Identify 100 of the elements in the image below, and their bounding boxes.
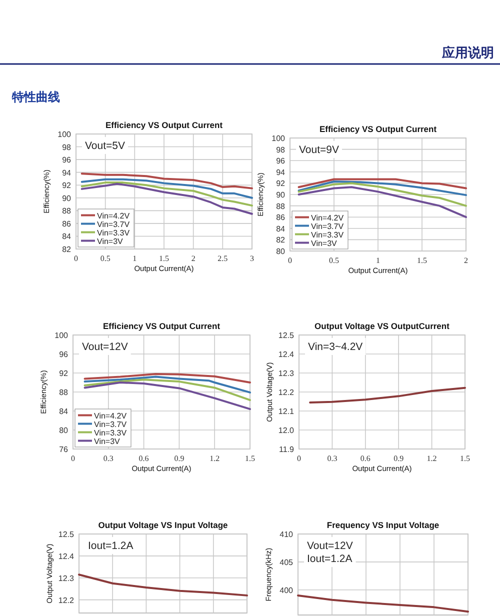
annotation: Vout=12V — [82, 341, 128, 353]
y-tick-label: 98 — [62, 142, 72, 152]
x-tick-label: 3 — [250, 254, 254, 263]
line-series — [78, 574, 248, 596]
x-tick-label: 1.5 — [159, 254, 169, 263]
x-tick-label: 1 — [132, 254, 137, 263]
legend-label: Vin=3V — [94, 436, 121, 446]
line-series — [309, 386, 466, 404]
x-tick-label: 0.3 — [103, 454, 114, 463]
y-tick-label: 84 — [62, 232, 72, 242]
text: 应用说明 — [441, 45, 494, 60]
y-tick-label: 82 — [62, 245, 72, 254]
y-tick-label: 88 — [59, 388, 69, 397]
y-tick-label: 96 — [59, 350, 69, 359]
line-series — [80, 182, 253, 207]
legend-label: Vin=3V — [97, 236, 124, 246]
y-tick-label: 76 — [59, 445, 69, 454]
x-tick-label: 2 — [464, 256, 468, 265]
y-tick-label: 86 — [276, 213, 286, 222]
y-tick-label: 92 — [276, 179, 286, 188]
x-tick-label: 0.3 — [327, 454, 338, 463]
x-tick-label: 0.9 — [394, 454, 404, 463]
legend-label: Vin=3.7V — [94, 420, 128, 429]
y-tick-label: 80 — [276, 247, 286, 256]
chart-title: Efficiency VS Output Current — [319, 124, 437, 134]
legend-label: Vin=3.3V — [97, 228, 130, 238]
x-tick-label: 0.5 — [329, 256, 339, 265]
line-series — [297, 594, 469, 613]
y-tick-label: 94 — [276, 168, 286, 177]
y-tick-label: 12.1 — [278, 407, 295, 416]
x-tick-label: 0.6 — [360, 454, 370, 463]
y-tick-label: 88 — [62, 206, 72, 216]
line-series — [298, 186, 467, 218]
chart-title: Output Voltage VS OutputCurrent — [314, 321, 450, 331]
y-tick-label: 80 — [59, 426, 69, 435]
line-series — [298, 182, 467, 207]
y-tick-label: 410 — [280, 530, 294, 539]
annotation: Vin=3~4.2V — [308, 341, 363, 353]
y-tick-label: 12.3 — [278, 369, 295, 378]
y-tick-label: 100 — [54, 331, 69, 340]
annotation: Vout=5V — [85, 140, 125, 152]
y-tick-label: 84 — [276, 224, 286, 234]
y-tick-label: 86 — [62, 219, 72, 228]
chart-title: Efficiency VS Output Current — [105, 120, 223, 130]
x-tick-label: 1.2 — [426, 454, 437, 463]
line-series — [84, 378, 251, 402]
y-tick-label: 94 — [62, 168, 72, 178]
y-tick-label: 92 — [62, 181, 72, 190]
y-tick-label: 12.0 — [278, 426, 295, 435]
x-tick-label: 1.5 — [460, 454, 470, 463]
chart-title: Output Voltage VS Input Voltage — [98, 520, 228, 530]
legend-label: Vin=4.2V — [97, 211, 130, 220]
x-tick-label: 1 — [376, 256, 380, 265]
legend-label: Vin=4.2V — [94, 411, 128, 420]
y-tick-label: 12.2 — [278, 388, 295, 397]
y-tick-label: 400 — [280, 586, 294, 595]
y-tick-label: 11.9 — [279, 445, 295, 454]
x-tick-label: 1.5 — [245, 454, 255, 463]
x-tick-label: 0.6 — [138, 454, 149, 463]
legend-label: Vin=3.3V — [311, 230, 344, 240]
y-tick-label: 96 — [276, 156, 286, 166]
x-tick-label: 2 — [191, 254, 196, 263]
y-tick-label: 405 — [280, 558, 294, 567]
x-tick-label: 0 — [74, 254, 78, 263]
y-tick-label: 96 — [62, 156, 72, 165]
annotation: Iout=1.2A — [88, 540, 134, 552]
y-tick-label: 90 — [276, 190, 286, 200]
y-tick-label: 98 — [276, 145, 286, 154]
y-tick-label: 92 — [59, 369, 69, 378]
y-tick-label: 12.3 — [58, 574, 75, 583]
chart-title: Frequency VS Input Voltage — [326, 520, 440, 530]
annotation: Vout=9V — [299, 144, 339, 156]
line-series — [298, 178, 467, 190]
y-tick-label: 90 — [62, 194, 72, 203]
y-tick-label: 88 — [276, 202, 286, 211]
chart-title: Efficiency VS Output Current — [102, 321, 220, 331]
line-series — [84, 372, 251, 384]
y-tick-label: 100 — [58, 130, 72, 139]
line-series — [298, 180, 467, 196]
x-tick-label: 0 — [71, 454, 75, 463]
x-tick-label: 0 — [288, 256, 292, 265]
legend-label: Vin=3V — [311, 238, 338, 248]
x-tick-label: 0 — [297, 454, 301, 463]
y-tick-label: 12.4 — [278, 350, 295, 359]
x-tick-label: 1.5 — [417, 256, 427, 265]
y-tick-label: 12.4 — [58, 552, 75, 561]
legend-label: Vin=3.3V — [94, 428, 128, 438]
y-tick-label: 12.5 — [58, 530, 75, 539]
line-series — [84, 382, 251, 410]
annotation: Vout=12V — [307, 540, 353, 552]
text: 特性曲线 — [11, 90, 60, 104]
annotation: Iout=1.2A — [307, 553, 352, 565]
y-tick-label: 82 — [276, 236, 286, 245]
legend-label: Vin=3.7V — [311, 222, 344, 231]
legend-label: Vin=3.7V — [97, 220, 130, 229]
y-tick-label: 12.5 — [278, 331, 295, 340]
y-tick-label: 12.2 — [58, 596, 75, 605]
x-tick-label: 0.5 — [100, 254, 110, 263]
x-tick-label: 0.9 — [174, 454, 184, 463]
x-tick-label: 2.5 — [218, 254, 228, 263]
